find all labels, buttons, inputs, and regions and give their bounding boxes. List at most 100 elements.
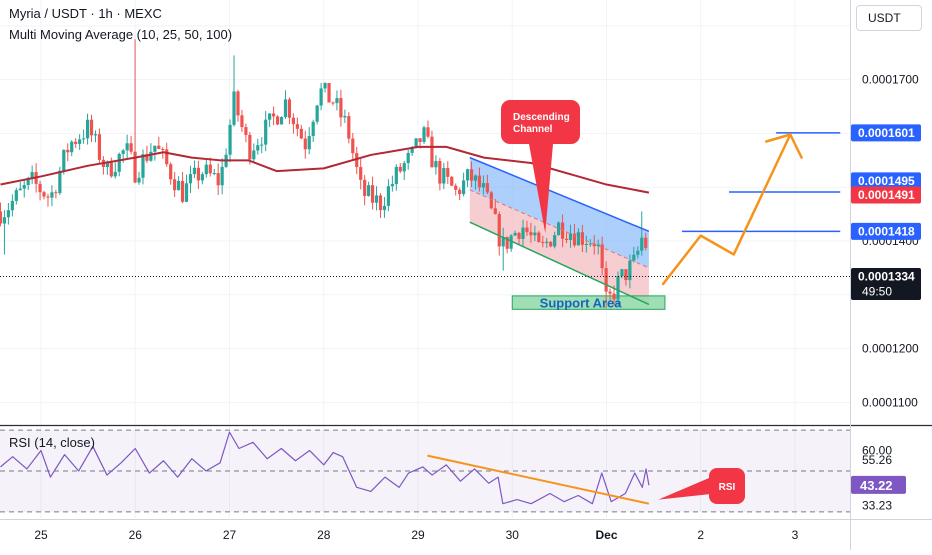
price-label-badge: 0.0001334 <box>851 268 921 301</box>
candle-body <box>564 238 569 240</box>
price-label-text: 0.0001495 <box>858 174 915 188</box>
x-tick-label: 30 <box>506 528 520 542</box>
candle-body <box>541 242 545 244</box>
x-tick-label: Dec <box>595 528 617 542</box>
candle-body <box>177 180 181 191</box>
candle <box>307 127 311 155</box>
callout-bubble <box>709 468 745 504</box>
candle <box>89 114 94 143</box>
candle <box>236 89 240 122</box>
candle-body <box>473 175 478 181</box>
candle <box>497 211 501 256</box>
candle <box>331 101 335 106</box>
channel-upper-fill <box>469 157 649 268</box>
candle-body <box>196 167 200 181</box>
candle-body <box>18 188 22 191</box>
candle-body <box>42 192 46 197</box>
candle <box>252 143 256 163</box>
candle-body <box>390 184 394 187</box>
candle <box>640 211 644 256</box>
candle-body <box>228 124 232 155</box>
candle <box>291 113 296 134</box>
candle <box>517 231 521 246</box>
candle-body <box>592 243 596 247</box>
currency-button[interactable]: USDT <box>856 5 922 31</box>
candle-body <box>402 163 406 172</box>
candle-body <box>477 175 482 188</box>
rsi-line <box>0 431 650 505</box>
candle <box>212 168 216 176</box>
candle-body <box>30 172 34 178</box>
candle <box>430 130 434 168</box>
candle-body <box>557 222 561 236</box>
candle-body <box>620 269 624 277</box>
y-tick-label: 0.0001100 <box>862 395 918 409</box>
x-tick-label: 3 <box>792 528 799 542</box>
candle <box>244 123 248 143</box>
candle-body <box>6 210 10 218</box>
candle <box>339 89 343 127</box>
rsi-callout: RSI <box>658 468 745 504</box>
candle <box>359 158 363 190</box>
candle-body <box>58 170 62 194</box>
candle-body <box>307 136 311 150</box>
candle <box>169 162 173 185</box>
candle-body <box>82 138 86 140</box>
forecast-path <box>661 133 792 286</box>
candle <box>493 199 497 215</box>
price-label-text: 0.0001601 <box>858 126 915 140</box>
channel-mid-line <box>469 189 650 269</box>
candle-body <box>287 99 292 118</box>
candle-body <box>572 233 577 246</box>
candle-body <box>256 145 260 151</box>
callout-pointer <box>529 144 553 233</box>
callout-bubble <box>501 100 580 144</box>
candle <box>557 221 561 236</box>
rsi-badge-text: 43.22 <box>860 478 893 493</box>
price-label-text: 0.0001418 <box>858 224 915 238</box>
candle-body <box>216 173 220 186</box>
candle <box>549 241 553 248</box>
candle-body <box>612 293 616 300</box>
candle-body <box>260 144 264 146</box>
candle <box>78 134 82 150</box>
countdown-label: 49:50 <box>862 285 892 299</box>
candle <box>113 162 117 179</box>
candle-body <box>596 244 600 247</box>
candle-body <box>2 217 7 224</box>
candle-body <box>272 113 276 117</box>
candle-body <box>252 150 256 160</box>
candle <box>545 238 549 248</box>
price-label-badge: 0.0001418 <box>851 222 921 240</box>
callout-text: Descending <box>513 112 570 123</box>
rsi-tick-label: 33.23 <box>862 498 892 512</box>
candle-body <box>311 121 315 137</box>
callout-pointer <box>658 478 711 500</box>
candle <box>192 160 197 179</box>
candle-body <box>430 136 434 168</box>
candle-body <box>244 127 248 135</box>
candle <box>363 175 367 206</box>
candle <box>30 165 34 185</box>
candle <box>584 235 588 253</box>
callout-text: Channel <box>513 124 553 135</box>
candle <box>442 162 446 190</box>
candle-body <box>141 154 145 178</box>
candle <box>216 163 220 195</box>
candle-body <box>628 260 632 281</box>
candle <box>382 196 387 218</box>
candle-body <box>398 166 402 172</box>
candle <box>525 220 529 236</box>
x-tick-label: 26 <box>129 528 143 542</box>
candle-body <box>93 134 98 136</box>
candle <box>97 128 102 164</box>
candle-body <box>220 166 224 186</box>
candle-body <box>169 164 173 180</box>
candle-body <box>414 138 418 148</box>
price-label-bg <box>851 268 921 301</box>
candle <box>628 254 632 289</box>
candle <box>450 175 454 187</box>
candle <box>485 174 489 195</box>
candle-body <box>279 117 284 125</box>
candle-body <box>248 134 252 160</box>
